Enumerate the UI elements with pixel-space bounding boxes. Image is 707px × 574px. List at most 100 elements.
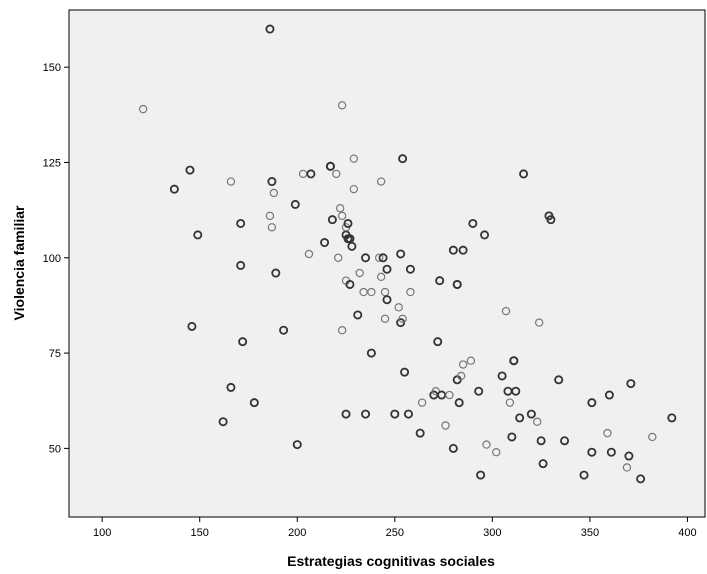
data-point [560, 436, 570, 446]
data-point [169, 184, 179, 194]
data-point [320, 238, 330, 248]
data-point [454, 398, 464, 408]
data-point [335, 204, 345, 213]
data-point [337, 101, 347, 110]
data-point [534, 318, 544, 327]
data-point [376, 272, 386, 282]
data-point [367, 287, 376, 297]
data-point [361, 253, 371, 263]
data-point [458, 245, 468, 255]
data-point [332, 169, 341, 179]
data-point [345, 279, 355, 289]
data-point [290, 199, 300, 209]
data-point [476, 470, 486, 480]
data-point [355, 268, 364, 278]
data-point [519, 169, 529, 179]
data-point [269, 188, 279, 198]
data-point [382, 295, 392, 305]
data-point [341, 409, 351, 419]
data-point [497, 371, 507, 381]
data-point [406, 287, 415, 297]
x-tick-label: 350 [581, 527, 599, 539]
data-point [396, 249, 406, 259]
data-point [492, 447, 501, 457]
y-axis-title: Violencia familiar [11, 205, 27, 320]
y-tick-label: 75 [49, 348, 61, 360]
data-point [509, 356, 519, 366]
data-point [193, 230, 203, 240]
data-point [334, 253, 343, 262]
data-point [390, 409, 400, 419]
x-tick-label: 150 [191, 527, 209, 539]
data-point [417, 398, 427, 407]
data-point [378, 253, 388, 263]
data-point [349, 154, 359, 163]
data-point [441, 421, 450, 430]
data-point [603, 428, 612, 438]
data-point [271, 268, 281, 278]
data-point [501, 306, 511, 316]
data-point [267, 177, 277, 187]
data-point [579, 470, 589, 480]
x-axis: 100 150 200 250 300 350 400 [93, 517, 697, 539]
data-point [376, 177, 386, 186]
data-point [265, 211, 275, 221]
data-point [507, 432, 517, 442]
x-tick-label: 100 [93, 527, 111, 539]
x-axis-title: Estrategias cognitivas sociales [287, 553, 495, 569]
y-tick-label: 125 [43, 157, 61, 169]
data-point [415, 428, 425, 438]
data-point [435, 276, 445, 286]
data-point [306, 169, 316, 179]
data-point [526, 409, 536, 419]
x-tick-label: 400 [678, 527, 696, 539]
data-point [337, 211, 347, 221]
data-point [249, 398, 259, 408]
data-point [456, 371, 466, 381]
data-point [403, 409, 413, 419]
data-point [445, 390, 454, 400]
data-point [480, 230, 490, 240]
data-point [398, 314, 407, 323]
y-tick-label: 50 [49, 443, 61, 455]
data-point [380, 314, 390, 323]
data-point [236, 218, 246, 228]
data-point [482, 440, 491, 449]
data-point [349, 184, 359, 194]
data-point [382, 264, 392, 274]
data-point [187, 321, 197, 331]
data-point [533, 417, 542, 426]
data-point [327, 215, 337, 225]
data-point [433, 337, 443, 347]
data-point [515, 413, 525, 423]
data-point [538, 459, 548, 469]
data-point [505, 398, 515, 407]
data-point [606, 447, 616, 457]
data-point [624, 451, 634, 461]
data-point [394, 303, 403, 312]
plot-area [68, 9, 706, 518]
data-point [218, 417, 228, 427]
data-point [359, 287, 368, 297]
data-point [466, 356, 476, 365]
data-point [546, 215, 556, 225]
data-point [511, 386, 521, 396]
data-point [587, 398, 597, 408]
data-point [667, 413, 677, 423]
data-point [366, 348, 376, 358]
data-point [279, 325, 289, 335]
data-point [343, 218, 353, 228]
data-point [468, 218, 478, 228]
y-tick-label: 150 [43, 62, 61, 74]
data-point [226, 177, 236, 186]
data-point [636, 474, 646, 484]
data-point [236, 260, 246, 270]
data-point [347, 241, 357, 251]
data-point [437, 390, 447, 400]
data-point [238, 337, 248, 347]
data-point [626, 379, 636, 389]
x-tick-label: 250 [386, 527, 404, 539]
data-points [138, 24, 677, 484]
data-point [398, 154, 408, 164]
